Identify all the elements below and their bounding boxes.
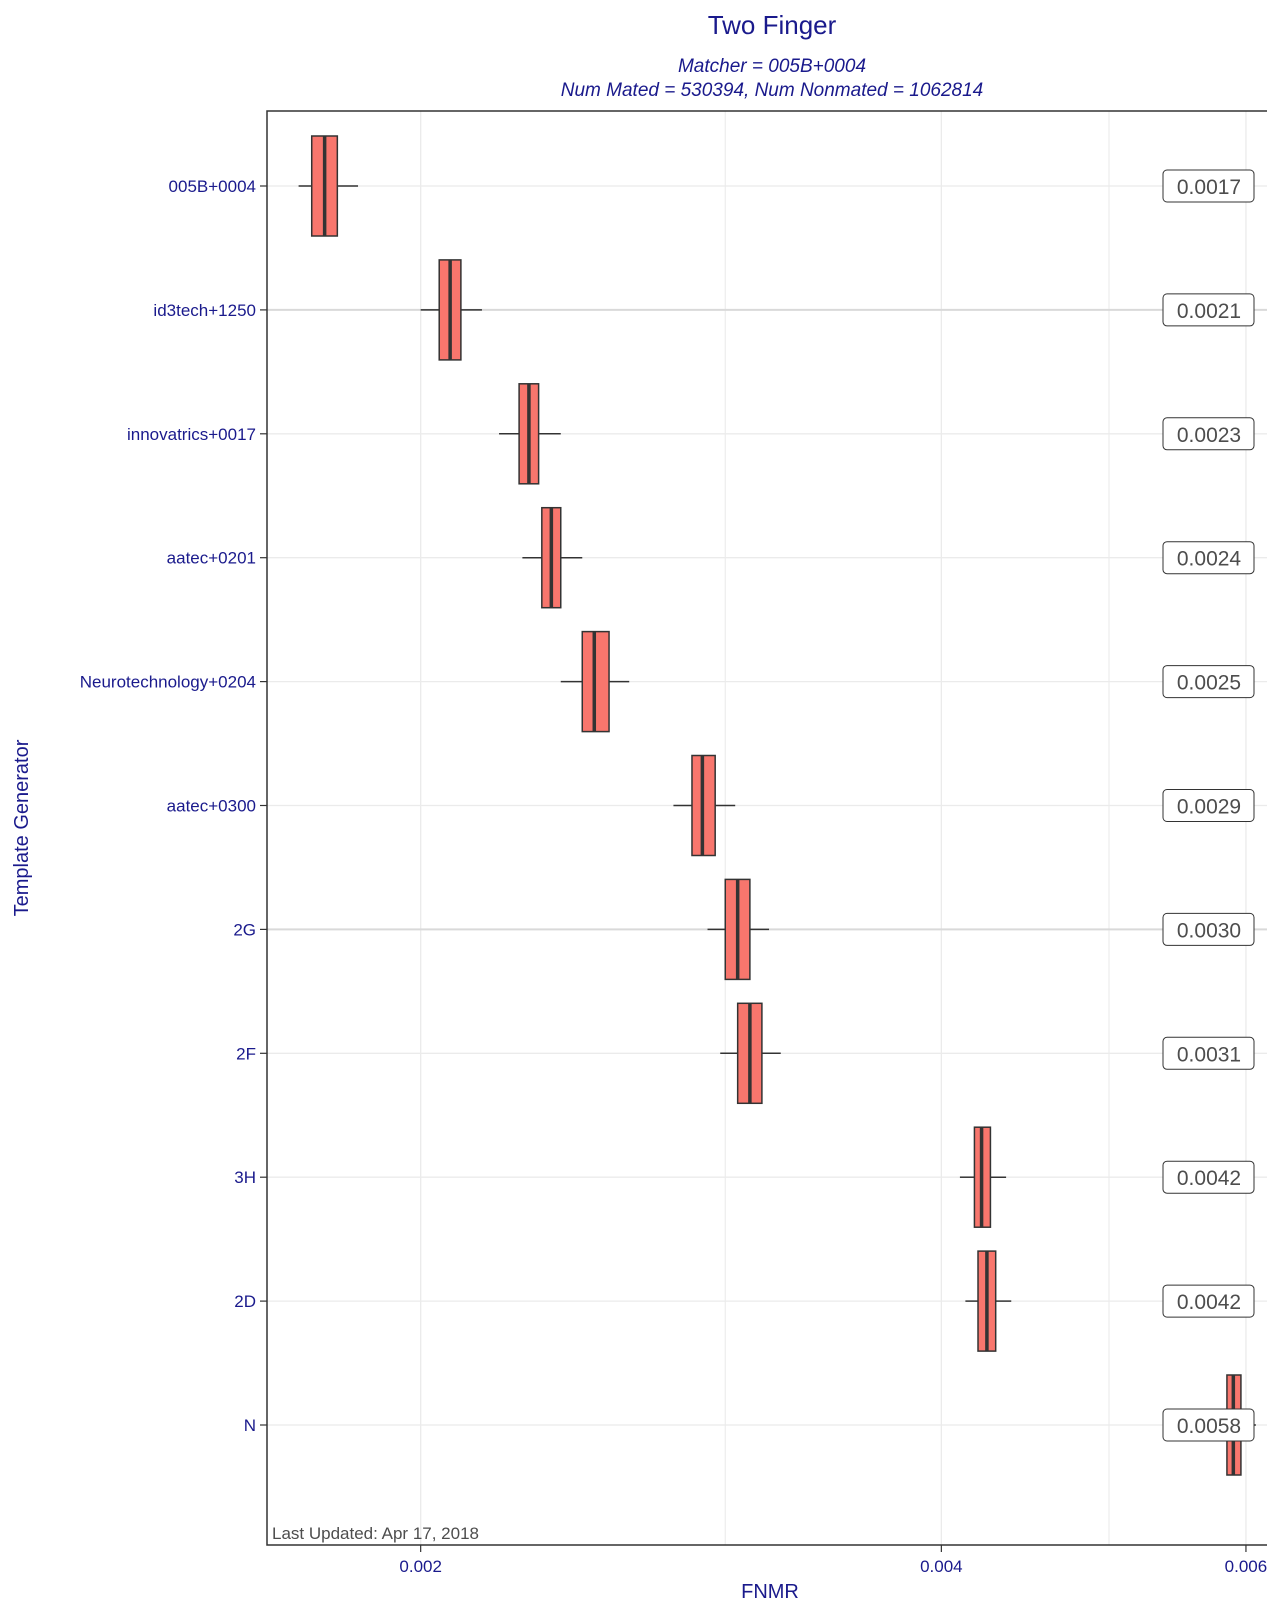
- box-2D: [965, 1251, 1011, 1351]
- last-updated-note: Last Updated: Apr 17, 2018: [272, 1524, 479, 1543]
- value-label-text: 0.0031: [1177, 1043, 1241, 1066]
- y-tick-label: 005B+0004: [169, 177, 256, 196]
- x-tick-label: 0.004: [920, 1557, 963, 1576]
- y-tick-label: aatec+0300: [167, 797, 256, 816]
- box-3H: [960, 1127, 1006, 1227]
- y-tick-label: 2F: [236, 1044, 256, 1063]
- y-tick-label: 2D: [234, 1292, 256, 1311]
- value-label-text: 0.0017: [1177, 176, 1241, 199]
- value-label-text: 0.0029: [1177, 796, 1241, 819]
- value-label-text: 0.0023: [1177, 424, 1241, 447]
- x-tick-label: 0.006: [1225, 1557, 1267, 1576]
- chart-subtitle-matcher: Matcher = 005B+0004: [678, 56, 866, 77]
- value-label-text: 0.0042: [1177, 1167, 1241, 1190]
- value-label-005B+0004: 0.0017: [1163, 170, 1254, 202]
- box-Neurotechnology+0204: [561, 632, 629, 732]
- y-tick-label: 2G: [233, 920, 256, 939]
- box-aatec+0201: [522, 508, 582, 608]
- value-label-2G: 0.0030: [1163, 913, 1254, 945]
- plot-panel-border: [267, 111, 1267, 1545]
- x-tick-label: 0.002: [399, 1557, 442, 1576]
- y-tick-label: innovatrics+0017: [127, 425, 256, 444]
- value-label-text: 0.0021: [1177, 300, 1241, 323]
- chart-title: Two Finger: [708, 10, 837, 40]
- value-label-2F: 0.0031: [1163, 1037, 1254, 1069]
- box-2G: [708, 879, 770, 979]
- x-axis: 0.002 0.004 0.006: [399, 1545, 1267, 1576]
- grid-layer: [267, 111, 1267, 1545]
- value-label-layer: 0.0017 0.0021 0.0023 0.0024 0.0025 0.0029 0.00…: [1163, 170, 1254, 1441]
- y-tick-label: N: [244, 1416, 256, 1435]
- value-label-text: 0.0025: [1177, 672, 1241, 695]
- value-label-text: 0.0042: [1177, 1291, 1241, 1314]
- value-label-text: 0.0030: [1177, 919, 1241, 942]
- value-label-innovatrics+0017: 0.0023: [1163, 418, 1254, 450]
- value-label-id3tech+1250: 0.0021: [1163, 294, 1254, 326]
- value-label-text: 0.0024: [1177, 548, 1242, 571]
- box-aatec+0300: [673, 756, 735, 856]
- box-id3tech+1250: [421, 260, 482, 360]
- y-axis: 005B+0004 id3tech+1250 innovatrics+0017 aat…: [80, 177, 267, 1435]
- box-005B+0004: [299, 136, 358, 236]
- y-axis-title: Template Generator: [11, 739, 33, 916]
- value-label-N: 0.0058: [1163, 1409, 1254, 1441]
- y-tick-label: aatec+0201: [167, 549, 256, 568]
- y-tick-label: Neurotechnology+0204: [80, 673, 256, 692]
- value-label-2D: 0.0042: [1163, 1285, 1254, 1317]
- x-axis-title: FNMR: [741, 1581, 799, 1602]
- value-label-aatec+0300: 0.0029: [1163, 790, 1254, 822]
- value-label-aatec+0201: 0.0024: [1163, 542, 1254, 574]
- value-label-Neurotechnology+0204: 0.0025: [1163, 666, 1254, 698]
- y-tick-label: 3H: [234, 1168, 256, 1187]
- value-label-text: 0.0058: [1177, 1415, 1241, 1438]
- value-label-3H: 0.0042: [1163, 1161, 1254, 1193]
- chart-subtitle-counts: Num Mated = 530394, Num Nonmated = 10628…: [561, 80, 984, 101]
- box-2F: [720, 1003, 781, 1103]
- y-tick-label: id3tech+1250: [153, 301, 256, 320]
- box-innovatrics+0017: [499, 384, 561, 484]
